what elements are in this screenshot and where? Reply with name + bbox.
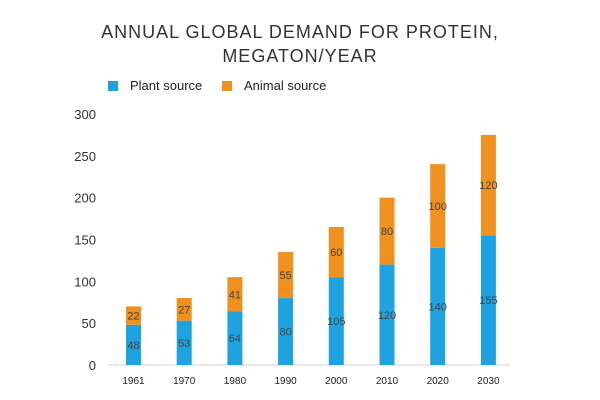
data-label-animal-2010: 80	[381, 226, 393, 238]
data-label-animal-2020: 100	[429, 201, 447, 213]
data-label-plant-1970: 53	[178, 338, 190, 350]
data-label-animal-1961: 22	[127, 311, 139, 323]
x-tick-label: 1980	[224, 376, 247, 387]
data-label-animal-1990: 55	[279, 270, 291, 282]
legend-item-animal: Animal source	[222, 78, 326, 93]
bars: 48 22 53 27 64 41 80 55 105 60 120 80 140 100 155 120	[126, 134, 498, 365]
y-tick-label: 300	[74, 107, 96, 122]
bar-plant-1980	[227, 311, 243, 365]
bar-plant-2020	[430, 247, 446, 365]
data-label-animal-1980: 41	[229, 289, 241, 301]
y-tick-label: 200	[74, 191, 96, 206]
bar-animal-1970	[176, 298, 192, 321]
bar-animal-1980	[227, 277, 243, 312]
bar-animal-2020	[430, 164, 446, 248]
x-tick-label: 1970	[173, 376, 196, 387]
legend-swatch-animal	[222, 80, 232, 91]
x-tick-label: 2000	[325, 376, 348, 387]
y-tick-label: 150	[74, 233, 96, 248]
x-tick-label: 1990	[274, 376, 297, 387]
data-label-plant-2000: 105	[327, 316, 345, 328]
bar-animal-1990	[278, 252, 294, 299]
bar-plant-1990	[278, 298, 294, 365]
x-tick-label: 2010	[376, 376, 399, 387]
x-tick-label: 2030	[477, 376, 500, 387]
bar-animal-2030	[480, 134, 496, 236]
bar-animal-1961	[126, 306, 141, 325]
data-label-animal-1970: 27	[178, 304, 190, 316]
data-label-plant-1980: 64	[229, 333, 241, 345]
x-tick-label: 2020	[427, 376, 450, 387]
bar-plant-2030	[480, 235, 496, 365]
y-tick-label: 50	[82, 316, 96, 331]
x-tick-label: 1961	[122, 376, 145, 387]
bar-plant-1970	[176, 320, 192, 365]
x-axis: 1961 1970 1980 1990 2000 2010 2020 2030	[122, 376, 500, 387]
chart-title-line-2: MEGATON/YEAR	[222, 46, 378, 66]
data-label-animal-2000: 60	[330, 247, 342, 259]
legend-label-plant: Plant source	[130, 78, 203, 93]
data-label-plant-1990: 80	[279, 327, 291, 339]
data-label-animal-2030: 120	[479, 180, 497, 192]
data-label-plant-2010: 120	[378, 310, 396, 322]
bar-animal-2000	[328, 226, 344, 278]
y-tick-label: 100	[74, 274, 96, 289]
data-label-plant-2030: 155	[479, 295, 497, 307]
bar-plant-2000	[328, 277, 344, 365]
bar-plant-2010	[379, 264, 395, 365]
y-tick-label: 0	[89, 358, 96, 373]
legend-label-animal: Animal source	[244, 78, 327, 93]
chart-title-line-1: ANNUAL GLOBAL DEMAND FOR PROTEIN,	[101, 22, 499, 42]
y-axis: 0 50 100 150 200 250 300	[74, 107, 96, 373]
bar-plant-1961	[126, 324, 141, 365]
data-label-plant-1961: 48	[127, 340, 139, 352]
y-tick-label: 250	[74, 149, 96, 164]
bar-animal-2010	[379, 197, 395, 265]
legend-item-plant: Plant source	[108, 78, 202, 93]
legend-swatch-plant	[108, 80, 118, 91]
data-label-plant-2020: 140	[429, 301, 447, 313]
